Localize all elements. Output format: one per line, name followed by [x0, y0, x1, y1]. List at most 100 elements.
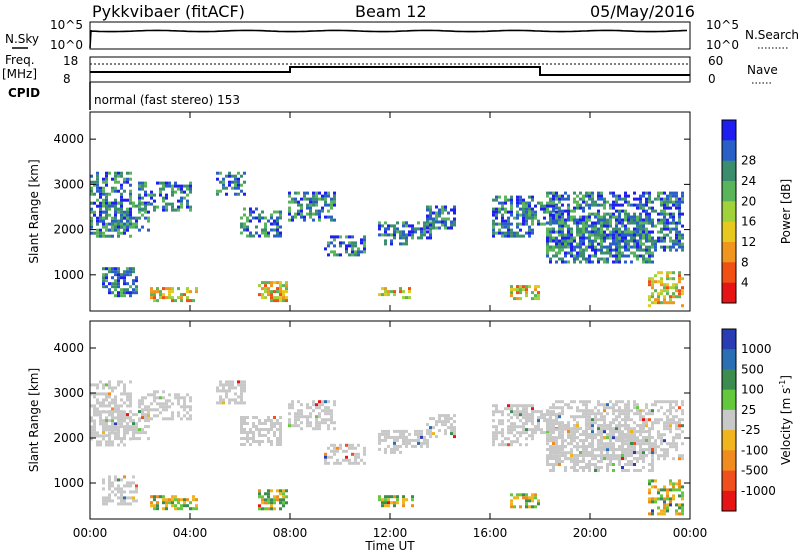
velocity-colorbar-swatch [722, 389, 736, 411]
power-cell [582, 200, 585, 204]
power-cell [519, 291, 522, 295]
velocity-cell [345, 455, 348, 459]
velocity-cell [669, 445, 672, 449]
velocity-cell [570, 448, 573, 452]
power-cell [450, 208, 453, 212]
power-cell [639, 215, 642, 219]
power-cell [162, 287, 165, 291]
velocity-cell [603, 427, 606, 431]
power-cell [558, 239, 561, 243]
velocity-cell [597, 400, 600, 404]
power-cell [600, 194, 603, 198]
power-cell [504, 210, 507, 214]
power-cell [645, 233, 648, 237]
power-cell [558, 221, 561, 225]
velocity-cell [582, 469, 585, 472]
velocity-cell [393, 435, 396, 439]
power-cell [639, 248, 642, 252]
power-cell [615, 215, 618, 219]
power-cell [342, 241, 345, 245]
velocity-cell [666, 427, 669, 431]
velocity-cell [645, 442, 648, 446]
power-cell [102, 210, 105, 214]
freq-label: Freq. [5, 53, 35, 67]
power-cell [615, 218, 618, 222]
power-cell [150, 190, 153, 194]
power-cell [393, 293, 396, 297]
velocity-cell [222, 398, 225, 402]
power-cell [126, 222, 129, 226]
power-cell [378, 227, 381, 231]
velocity-cell [633, 457, 636, 460]
velocity-cell [240, 389, 243, 393]
power-cell [522, 285, 525, 289]
velocity-cell [264, 419, 267, 422]
velocity-cell [276, 489, 279, 493]
power-cell [651, 277, 654, 281]
velocity-cell [399, 450, 402, 454]
power-cell [630, 215, 633, 219]
power-cell [312, 197, 315, 201]
power-cell [540, 201, 543, 205]
velocity-cell [654, 442, 657, 446]
power-cell [648, 260, 651, 264]
velocity-cell [570, 433, 573, 437]
velocity-cell [654, 451, 657, 455]
velocity-cell [600, 427, 603, 431]
power-cell [174, 299, 177, 303]
power-cell [177, 205, 180, 209]
velocity-cell [402, 501, 405, 505]
power-cell [129, 225, 132, 229]
power-cell [666, 277, 669, 281]
velocity-cell [648, 512, 651, 516]
power-cell [171, 208, 174, 212]
velocity-cell [525, 493, 528, 497]
power-cell [612, 194, 615, 198]
power-cell [612, 227, 615, 231]
power-cell [492, 198, 495, 202]
power-cell [624, 218, 627, 222]
power-cell [525, 219, 528, 223]
power-cell [378, 233, 381, 237]
power-cell [603, 206, 606, 210]
power-cell [558, 233, 561, 237]
velocity-cell [561, 442, 564, 445]
power-cell [546, 254, 549, 258]
power-cell [666, 212, 669, 216]
velocity-cell [108, 392, 111, 396]
velocity-cell [321, 421, 324, 425]
nave-tick-low: 0 [708, 72, 716, 86]
velocity-cell [117, 428, 120, 432]
velocity-cell [624, 436, 627, 439]
velocity-cell [606, 445, 609, 449]
power-cell [603, 233, 606, 237]
velocity-cell [225, 389, 228, 393]
power-cell [678, 245, 681, 249]
velocity-cell [651, 485, 654, 489]
velocity-cell [93, 434, 96, 438]
velocity-cell [258, 489, 261, 493]
power-cell [165, 181, 168, 185]
velocity-cell [672, 406, 675, 410]
velocity-cell [516, 496, 519, 500]
velocity-cell [123, 419, 126, 423]
velocity-cell [588, 460, 591, 463]
power-cell [552, 191, 555, 195]
velocity-cell [399, 435, 402, 439]
velocity-cell [585, 409, 588, 413]
cpid-panel: CPID normal (fast stereo) 153 [8, 82, 240, 110]
power-cell [189, 184, 192, 188]
power-cell [165, 296, 168, 300]
velocity-cell [606, 451, 609, 454]
velocity-cell [432, 417, 435, 421]
power-cell [123, 216, 126, 220]
velocity-cell [264, 422, 267, 425]
power-cell [279, 299, 282, 303]
velocity-cell [537, 502, 540, 506]
power-cell [615, 230, 618, 234]
power-cell [264, 216, 267, 220]
velocity-cell [561, 454, 564, 457]
power-cell [414, 227, 417, 231]
power-cell [102, 198, 105, 202]
velocity-cell [654, 479, 657, 483]
